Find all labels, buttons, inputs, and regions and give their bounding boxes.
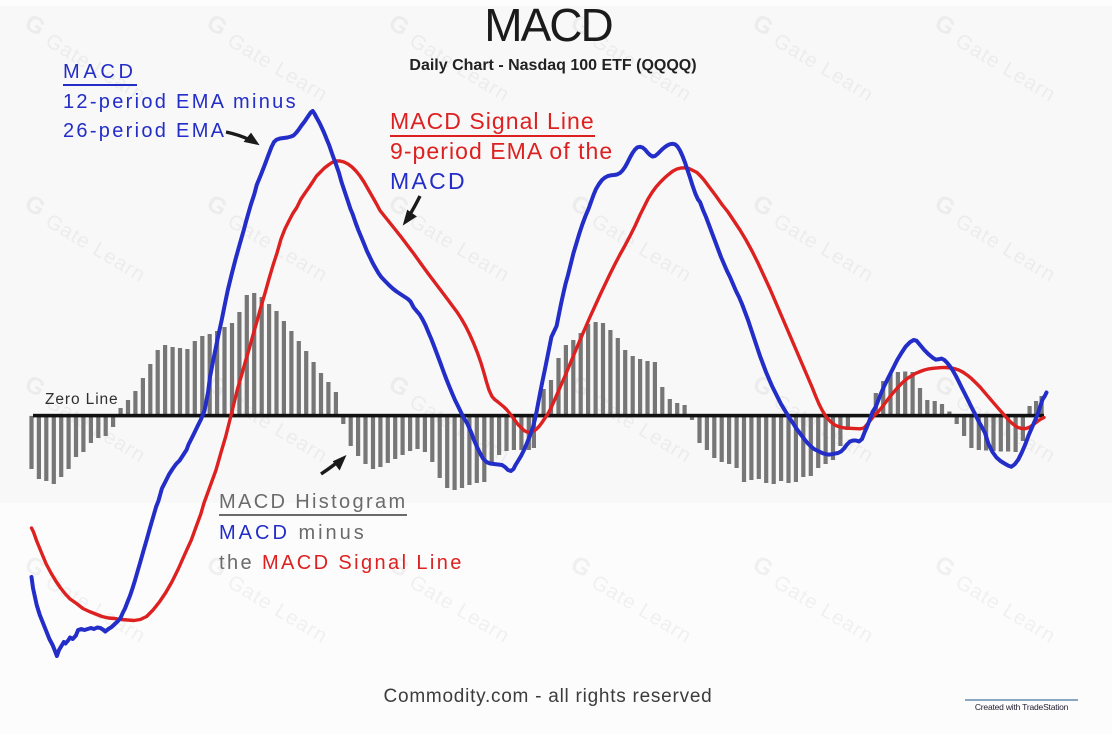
svg-text:G: G [930, 731, 960, 734]
svg-text:G: G [202, 189, 232, 222]
svg-text:Gate Learn: Gate Learn [406, 570, 514, 648]
svg-text:Gate Learn: Gate Learn [406, 209, 514, 287]
svg-text:G: G [748, 189, 778, 222]
svg-text:Gate Learn: Gate Learn [952, 209, 1060, 287]
svg-text:Gate Learn: Gate Learn [588, 570, 696, 648]
svg-text:Gate Learn: Gate Learn [770, 570, 878, 648]
svg-text:G: G [384, 731, 414, 734]
svg-text:Gate Learn: Gate Learn [952, 570, 1060, 648]
svg-text:Gate Learn: Gate Learn [770, 209, 878, 287]
svg-text:G: G [748, 731, 778, 734]
svg-text:G: G [566, 731, 596, 734]
svg-text:G: G [20, 189, 50, 222]
svg-text:G: G [748, 550, 778, 583]
svg-text:G: G [384, 370, 414, 403]
svg-text:G: G [202, 731, 232, 734]
svg-text:Gate Learn: Gate Learn [42, 209, 150, 287]
svg-text:G: G [930, 550, 960, 583]
svg-text:G: G [930, 189, 960, 222]
svg-text:Gate Learn: Gate Learn [224, 570, 332, 648]
svg-text:G: G [20, 731, 50, 734]
svg-text:G: G [20, 550, 50, 583]
svg-text:Gate Learn: Gate Learn [588, 209, 696, 287]
svg-text:G: G [566, 550, 596, 583]
